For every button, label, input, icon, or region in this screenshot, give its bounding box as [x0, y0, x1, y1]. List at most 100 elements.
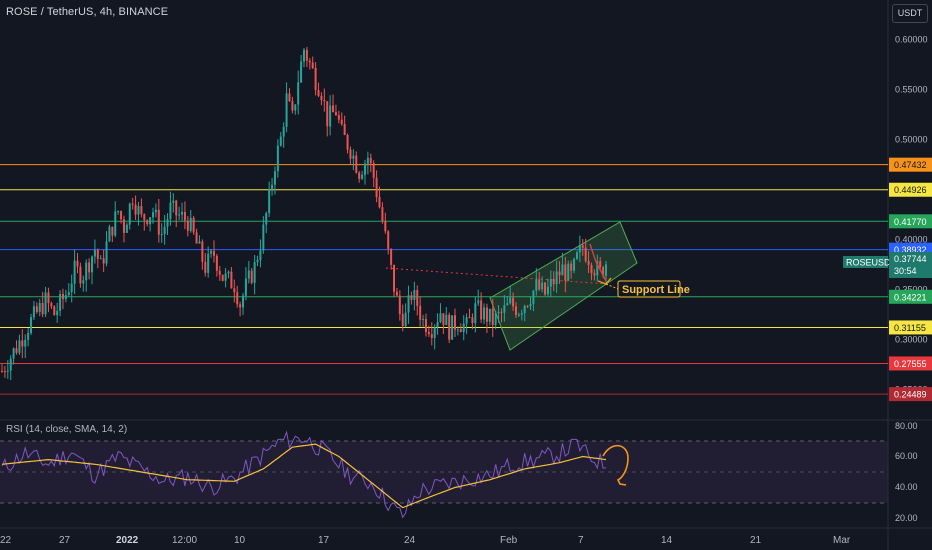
- candle-body: [358, 172, 361, 179]
- candle-body: [456, 329, 459, 331]
- candle-body: [471, 317, 474, 324]
- candle-body: [596, 261, 599, 276]
- candle-body: [1, 371, 3, 372]
- candle-body: [439, 313, 442, 323]
- candle-body: [163, 226, 166, 235]
- candle-body: [602, 267, 605, 276]
- candle-body: [430, 334, 433, 338]
- candle-body: [573, 258, 576, 271]
- candle-body: [204, 261, 207, 273]
- candle-body: [529, 303, 532, 307]
- support-trendline[interactable]: [385, 267, 608, 285]
- candle-body: [201, 241, 204, 262]
- candle-body: [494, 312, 497, 326]
- candle-body: [64, 295, 67, 300]
- level-tag-text: 0.41770: [894, 217, 927, 227]
- candle-body: [143, 214, 146, 221]
- candle-body: [517, 314, 520, 316]
- candle-body: [265, 213, 268, 225]
- candle-body: [346, 135, 349, 150]
- rsi-tick-40: 40.00: [895, 482, 918, 492]
- support-label-text: Support Line: [622, 284, 690, 296]
- candle-body: [401, 314, 404, 327]
- candle-body: [30, 317, 33, 334]
- candle-body: [564, 264, 567, 281]
- candle-body: [555, 271, 558, 285]
- candle-body: [416, 290, 419, 306]
- candle-body: [549, 278, 552, 287]
- candle-body: [398, 295, 401, 315]
- price-tick: 0.60000: [895, 35, 928, 45]
- candle-body: [570, 263, 573, 271]
- candle-body: [329, 105, 332, 127]
- candle-body: [114, 211, 117, 236]
- candle-body: [503, 305, 506, 313]
- support-label-box[interactable]: [617, 280, 681, 298]
- candle-body: [352, 155, 355, 159]
- candle-body: [21, 340, 24, 347]
- candle-body: [363, 163, 366, 175]
- countdown-text: 30:54: [894, 266, 917, 276]
- candle-body: [247, 270, 250, 279]
- candle-body: [454, 315, 456, 330]
- candle-body: [532, 290, 535, 304]
- candle-body: [166, 219, 169, 227]
- candle-body: [593, 272, 596, 276]
- candle-body: [349, 149, 352, 159]
- candle-body: [128, 203, 131, 225]
- candle-body: [160, 234, 163, 236]
- time-label: Mar: [833, 535, 851, 546]
- candle-body: [561, 264, 564, 276]
- candle-body: [157, 209, 160, 235]
- horizontal-levels[interactable]: [0, 164, 888, 395]
- candle-body: [279, 136, 282, 146]
- candle-body: [468, 317, 471, 319]
- candle-body: [544, 282, 547, 295]
- candle-body: [308, 60, 311, 63]
- time-label: 14: [661, 535, 673, 546]
- candle-body: [212, 251, 215, 256]
- candle-body: [483, 307, 486, 320]
- symbol-title[interactable]: ROSE / TetherUS, 4h, BINANCE: [6, 6, 169, 18]
- candle-body: [183, 211, 186, 221]
- rsi-indicator-title[interactable]: RSI (14, close, SMA, 14, 2): [6, 424, 128, 435]
- candle-body: [541, 282, 544, 290]
- candle-body: [99, 258, 102, 260]
- currency-button[interactable]: USDT: [892, 4, 928, 23]
- candle-body: [224, 273, 227, 281]
- ascending-channel[interactable]: [489, 221, 638, 351]
- candle-body: [32, 306, 35, 318]
- time-label: 27: [59, 535, 71, 546]
- symbol-tag-text: ROSEUSDT: [846, 258, 897, 268]
- candle-body: [445, 314, 448, 326]
- candle-body: [366, 157, 369, 164]
- time-axis[interactable]: 22 27 2022 12:00 10 17 24 Feb 7 14 21 Ma…: [0, 535, 851, 546]
- level-tag: [889, 289, 932, 304]
- candle-body: [300, 61, 303, 83]
- candle-body: [250, 270, 253, 283]
- candle-body: [372, 163, 375, 178]
- candle-body: [538, 279, 541, 290]
- candle-body: [288, 93, 291, 101]
- candle-body: [146, 220, 149, 225]
- candle-body: [152, 212, 154, 218]
- candle-body: [230, 271, 233, 289]
- candle-body: [27, 333, 30, 340]
- projection-path: [589, 243, 607, 282]
- current-price-tag: [889, 252, 932, 278]
- candle-body: [256, 259, 259, 263]
- rsi-line: [1, 430, 607, 519]
- candle-body: [317, 89, 320, 96]
- time-label: 21: [750, 535, 762, 546]
- candle-body: [79, 266, 82, 284]
- candle-body: [599, 261, 602, 268]
- candle-body: [192, 217, 195, 233]
- candle-body: [491, 308, 494, 326]
- candle-body: [323, 100, 326, 102]
- candle-body: [477, 300, 480, 304]
- candle-body: [122, 219, 125, 233]
- candle-body: [485, 307, 488, 322]
- level-tag: [889, 320, 932, 335]
- candle-body: [268, 188, 271, 214]
